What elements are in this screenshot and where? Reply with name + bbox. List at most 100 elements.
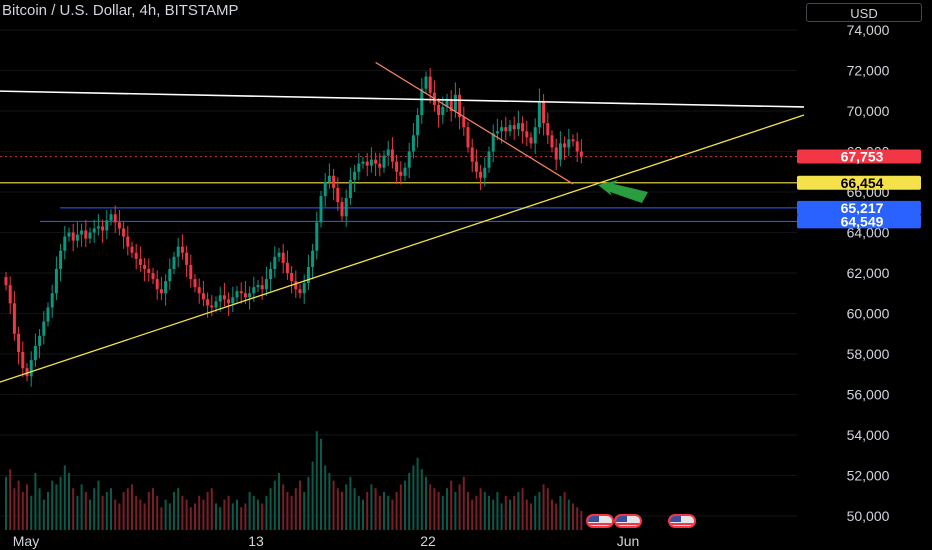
volume-bar — [353, 488, 356, 530]
candle — [382, 150, 386, 173]
candle-body — [117, 222, 121, 229]
candle-body — [59, 250, 63, 269]
volume-bar — [17, 480, 20, 530]
candle — [491, 124, 495, 163]
candle — [126, 226, 130, 256]
volume-bar — [51, 480, 54, 530]
price-label-text: 67,753 — [841, 149, 884, 165]
candle — [441, 96, 445, 124]
candle-body — [164, 281, 168, 294]
candle-body — [71, 232, 75, 241]
volume-bar — [324, 465, 327, 530]
candle — [571, 134, 575, 147]
candle-body — [437, 104, 441, 116]
volume-bar — [458, 484, 461, 530]
us-flag-event-icon[interactable] — [668, 514, 696, 528]
candle — [193, 274, 197, 293]
candle-body — [294, 281, 298, 290]
candle-body — [277, 252, 281, 257]
candle-body — [348, 179, 352, 199]
candle — [12, 291, 16, 341]
candle-body — [54, 268, 58, 294]
candle — [264, 266, 268, 297]
candle-body — [38, 335, 42, 346]
volume-bar — [30, 495, 33, 530]
price-label-blue: 65,217 — [797, 200, 921, 216]
candle — [353, 164, 357, 193]
candle — [369, 147, 373, 173]
candle-body — [231, 297, 235, 304]
candle-body — [458, 94, 462, 118]
candle — [579, 139, 583, 164]
candle — [105, 209, 109, 240]
volume-bar — [341, 492, 343, 530]
candle-body — [239, 291, 243, 294]
candle — [277, 247, 281, 262]
candle — [470, 138, 474, 173]
candle-body — [491, 133, 495, 152]
candle-body — [84, 230, 88, 239]
volume-bar — [118, 503, 121, 530]
candle-body — [340, 202, 344, 217]
candle — [479, 164, 483, 191]
volume-bar — [475, 495, 478, 530]
volume-bar — [357, 495, 360, 530]
candle-body — [67, 232, 71, 237]
candle — [302, 274, 306, 304]
us-flag-event-icon[interactable] — [614, 514, 642, 528]
volume-bar — [374, 488, 377, 530]
candle-body — [256, 285, 260, 288]
candle — [101, 219, 105, 243]
candle-body — [474, 161, 478, 172]
volume-bar — [135, 495, 138, 530]
candle-body — [361, 161, 365, 164]
candle-body — [197, 287, 201, 294]
volume-bar — [55, 484, 58, 530]
candle — [487, 146, 491, 173]
candle — [458, 87, 462, 130]
candle — [92, 219, 96, 244]
candle — [227, 292, 231, 316]
candle-body — [50, 293, 54, 308]
currency-button[interactable]: USD — [806, 3, 922, 22]
candle-body — [80, 230, 84, 235]
volume-bar — [399, 484, 402, 530]
candle — [222, 282, 226, 307]
volume-bar — [534, 495, 537, 530]
candle-body — [248, 293, 252, 298]
candle-body — [311, 250, 315, 267]
candle — [197, 278, 201, 304]
candle-body — [4, 277, 8, 286]
candle — [298, 284, 302, 299]
volume-bar — [433, 488, 436, 530]
candle-body — [214, 301, 218, 308]
candle — [273, 246, 277, 278]
candle-body — [571, 139, 575, 142]
volume-bar — [286, 492, 289, 530]
candle-body — [479, 171, 483, 178]
volume-bar — [483, 492, 486, 530]
volume-bar — [147, 492, 150, 530]
candle — [281, 244, 285, 274]
candle-body — [201, 293, 205, 300]
price-label-blue: 64,549 — [797, 213, 921, 229]
volume-bar — [219, 507, 222, 530]
us-flag-event-icon[interactable] — [586, 514, 614, 528]
candle-body — [290, 273, 294, 282]
candle-body — [264, 279, 268, 290]
candle-body — [537, 100, 541, 128]
candle-body — [46, 307, 50, 322]
candle-body — [378, 163, 382, 168]
candle-body — [113, 214, 117, 223]
candle-body — [17, 333, 21, 352]
candle-body — [579, 151, 583, 157]
candle-body — [449, 98, 453, 111]
price-tick-label: 72,000 — [847, 63, 890, 79]
volume-bar — [496, 492, 499, 530]
candle — [474, 149, 478, 179]
volume-bar — [479, 488, 482, 530]
candle — [416, 108, 420, 148]
candle — [315, 211, 319, 260]
candle-body — [462, 117, 466, 128]
